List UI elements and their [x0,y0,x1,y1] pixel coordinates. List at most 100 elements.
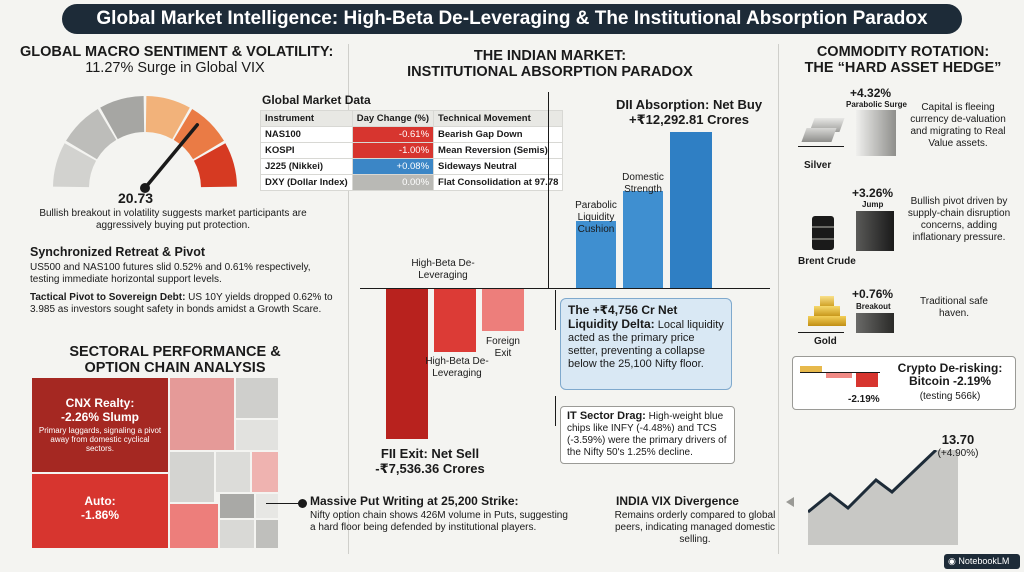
crypto-sub: (testing 566k) [919,391,981,402]
tile-cnx-realty: CNX Realty: -2.26% Slump Primary laggard… [32,378,168,472]
macro-heading-line1: GLOBAL MACRO SENTIMENT & VOLATILITY: [20,44,334,60]
bar-fii-3 [482,289,524,331]
vix-value: 13.70 [941,432,975,447]
gold-name: Gold [814,336,837,347]
market-table: Instrument Day Change (%) Technical Move… [260,110,564,191]
silver-tag: Parabolic Surge [846,100,907,109]
cell-movement: Bearish Gap Down [433,126,564,143]
sector-treemap: CNX Realty: -2.26% Slump Primary laggard… [32,378,278,548]
tile [236,420,278,450]
it-sector-box: IT Sector Drag: High-weight blue chips l… [560,406,735,464]
label-domestic-strength: Domestic Strength [622,172,664,195]
fii-value: -₹7,536.36 Crores [375,461,485,476]
divider-right [778,44,779,554]
notebook-logo-icon: ◉ [948,556,959,566]
vix-area [808,450,958,545]
macro-heading-line2: 11.27% Surge in Global VIX [85,60,265,76]
flow-axis-baseline [360,288,770,289]
gauge-hub [140,183,150,193]
col-day-change: Day Change (%) [351,110,435,127]
it-connector [555,396,556,426]
divider-left [348,44,349,554]
cell-movement: Flat Consolidation at 97.78 [433,174,564,191]
crypto-bar-label: -2.19% [848,394,880,405]
crypto-heading: Crypto De-risking: Bitcoin -2.19% [888,362,1012,388]
gauge-segment [53,143,97,188]
label-high-beta-top: High-Beta De-Leveraging [411,258,475,281]
tile [216,452,250,492]
silver-change: +4.32% [850,86,892,100]
crypto-baseline [800,372,880,373]
tile [220,494,254,518]
silver-bar-icon-2 [801,128,837,142]
tile [236,378,278,418]
it-title: IT Sector Drag: [567,410,646,422]
pivot-body: US 10Y yields dropped 0.62% to 3.985 as … [30,292,333,315]
gauge-value: 20.73 [118,190,154,206]
vix-title: INDIA VIX Divergence [616,494,739,508]
delta-text: Local liquidity acted as the primary pri… [568,319,724,370]
tile [220,520,254,548]
dii-value: +₹12,292.81 Crores [629,112,749,127]
oil-barrel-icon [812,216,834,250]
put-title: Massive Put Writing at 25,200 Strike: [310,494,519,508]
vix-line [808,450,938,514]
vix-text: Remains orderly compared to global peers… [614,510,776,545]
brent-tag: Jump [862,200,884,209]
silver-baseline [798,146,844,147]
gauge-caption: Bullish breakout in volatility suggests … [39,208,307,231]
cnx-text: Primary laggards, signaling a pivot away… [38,426,162,453]
indian-heading-line1: THE INDIAN MARKET: [473,48,627,64]
tile [256,520,278,548]
commodity-heading: COMMODITY ROTATION: THE “HARD ASSET HEDG… [790,44,1016,76]
crypto-title: Crypto De-risking: [897,361,1003,375]
gold-bar [856,313,894,333]
gold-baseline [798,332,844,333]
dii-heading: DII Absorption: Net Buy +₹12,292.81 Cror… [604,97,774,127]
cell-change: -0.61% [351,126,435,143]
fii-title: FII Exit: Net Sell [380,446,480,461]
cell-change: -1.00% [351,142,435,159]
cell-change: +0.08% [351,158,435,175]
tile-auto: Auto: -1.86% [32,474,168,548]
retreat-title: Synchronized Retreat & Pivot [30,245,206,259]
pivot-text: Tactical Pivot to Sovereign Debt: US 10Y… [30,292,340,316]
crypto-value: Bitcoin -2.19% [908,374,992,388]
commodity-heading-line1: COMMODITY ROTATION: [816,44,990,60]
gold-bars-icon [808,316,846,326]
gold-text: Traditional safe haven. [920,296,988,319]
market-table-header: Instrument Day Change (%) Technical Move… [260,110,564,127]
silver-name: Silver [804,160,832,171]
delta-text-wrap: The +₹4,756 Cr Net Liquidity Delta: Loca… [568,304,724,371]
delta-connector [555,290,556,330]
barrel-ring-2 [812,238,834,240]
delta-title: The +₹4,756 Cr Net Liquidity Delta: [568,303,678,331]
sectoral-heading: SECTORAL PERFORMANCE & OPTION CHAIN ANAL… [30,344,320,376]
sectoral-heading-line1: SECTORAL PERFORMANCE & [69,344,281,360]
cell-change: 0.00% [351,174,435,191]
it-text: High-weight blue chips like INFY (-4.48%… [567,411,727,458]
retreat-text: US500 and NAS100 futures slid 0.52% and … [30,262,311,285]
col-instrument: Instrument [260,110,353,127]
bar-dii-2 [623,191,663,288]
cell-instrument: J225 (Nikkei) [260,158,353,175]
put-text: Nifty option chain shows 426M volume in … [310,510,568,533]
cell-movement: Sideways Neutral [433,158,564,175]
vix-chart [808,450,958,545]
put-connector [266,503,300,504]
col-technical-movement: Technical Movement [433,110,564,127]
silver-bar [856,110,896,156]
indian-heading-line2: INSTITUTIONAL ABSORPTION PARADOX [407,64,693,80]
cell-instrument: NAS100 [260,126,353,143]
sectoral-heading-line2: OPTION CHAIN ANALYSIS [84,360,266,376]
cell-movement: Mean Reversion (Semis) [433,142,564,159]
fii-heading: FII Exit: Net Sell -₹7,536.36 Crores [350,446,510,476]
commodity-heading-line2: THE “HARD ASSET HEDGE” [804,60,1002,76]
gauge-needle [143,123,200,190]
crypto-bar-2 [826,373,852,378]
auto-title: Auto: [84,494,116,508]
brand-label: NotebookLM [958,556,1010,566]
it-text-wrap: IT Sector Drag: High-weight blue chips l… [567,410,728,459]
liquidity-delta-box: The +₹4,756 Cr Net Liquidity Delta: Loca… [560,298,732,390]
gauge-segment [66,109,117,160]
